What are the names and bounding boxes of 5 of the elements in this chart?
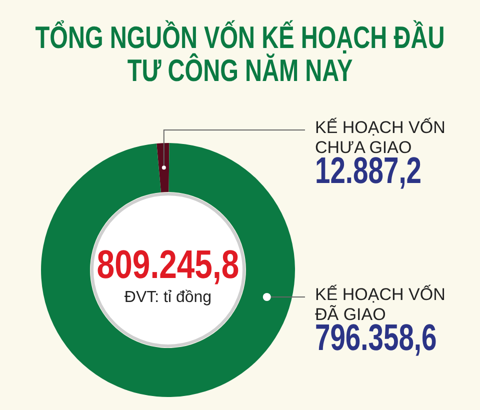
text: 809.245,8 bbox=[96, 242, 240, 287]
donut-slice bbox=[156, 143, 170, 192]
chart-title: TỔNG NGUỒN VỐN KẾ HOẠCH ĐẦU TƯ CÔNG NĂM NAY bbox=[35, 20, 445, 88]
text: ĐVT: tỉ đồng bbox=[124, 289, 212, 306]
donut-slice bbox=[41, 143, 295, 397]
